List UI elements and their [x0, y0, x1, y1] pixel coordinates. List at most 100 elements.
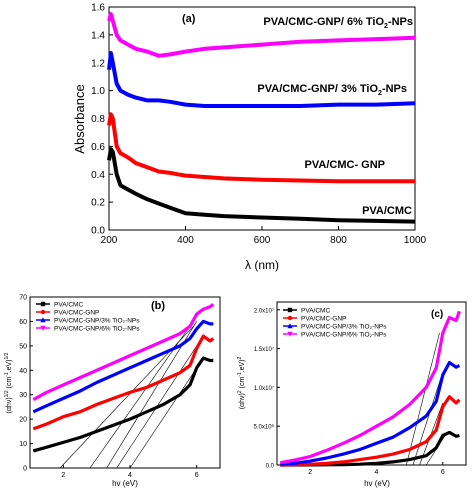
chart-c-legend-marker: [287, 331, 293, 337]
chart-c-y-tick-label: 2.0x10⁷: [254, 307, 274, 314]
chart-b-y-tick-label: 40: [19, 368, 27, 375]
chart-b-x-axis-label: hv (eV): [112, 479, 138, 488]
chart-c-legend-entry: PVA/CMC: [283, 308, 330, 315]
chart-b-x-tick-label: 2: [61, 472, 65, 479]
chart-c-x-tick-label: 6: [441, 469, 445, 476]
chart-c-y-tick-label: 5.0x10⁶: [254, 424, 275, 431]
chart-b-y-tick-label: 60: [19, 319, 27, 326]
chart-b-series-line-pva-cmc-gnp-3-tio2-nps: [32, 319, 214, 414]
chart-a-y-tick-label: 0.4: [91, 170, 105, 181]
chart-a-y-tick-label: 1.2: [91, 58, 105, 69]
chart-a-y-tick-label: 0.0: [91, 226, 105, 237]
chart-c-series-pva-cmc-gnp: [280, 395, 461, 467]
chart-c-series-line-pva-cmc-gnp-3-tio2-nps: [280, 360, 461, 466]
chart-c: 2 4 6 0.0 5.0x10⁶ 1.0x10⁷ 1.5x10⁷ 2.0x10⁷ PVA/C…: [237, 301, 467, 488]
chart-a-y-tick-label: 1.6: [91, 3, 105, 14]
chart-c-legend-entry: PVA/CMC-GNP/3% TiO₂-NPs: [283, 323, 387, 331]
chart-a-series-label-pva-cmc-gnp: PVA/CMC- GNP: [305, 159, 385, 171]
chart-c-legend-label: PVA/CMC: [301, 308, 330, 315]
chart-a-series-label-pva-cmc: PVA/CMC: [362, 205, 412, 217]
chart-a-y-tick-label: 0.2: [91, 198, 105, 209]
chart-b-legend-marker: [40, 301, 46, 307]
chart-c-series-pva-cmc-gnp-6-tio2-nps: [280, 310, 461, 465]
chart-a-x-tick-label: 600: [254, 235, 271, 246]
chart-b-y-tick-label: 0: [23, 466, 27, 473]
chart-b-legend-marker: [40, 317, 46, 323]
chart-b-y-tick-label: 30: [19, 392, 27, 399]
chart-b-legend-entry: PVA/CMC-GNP/6% TiO₂-NPs: [36, 326, 140, 333]
chart-a-series-line-pva-cmc: [107, 147, 416, 224]
chart-c-legend-marker: [287, 315, 293, 321]
chart-b-series-line-pva-cmc: [32, 356, 214, 453]
chart-b-series-pva-cmc-gnp-6-tio2-nps: [32, 303, 215, 402]
chart-a-x-axis-label: λ (nm): [245, 258, 279, 272]
chart-b-y-axis-label: (αhν)1/2 (cm-1.eV)1/2: [4, 352, 13, 413]
chart-b-legend-label: PVA/CMC-GNP/3% TiO₂-NPs: [54, 318, 140, 325]
chart-c-panel-label: (c): [431, 309, 443, 320]
chart-c-legend-marker: [287, 323, 293, 329]
chart-b-tangent-line: [129, 357, 204, 469]
chart-a-y-tick-label: 1.4: [91, 30, 105, 41]
chart-b-x-tick-label: 4: [128, 472, 132, 479]
chart-a-y-axis-label: Absorbance: [72, 84, 87, 153]
chart-c-series-line-pva-cmc-gnp-6-tio2-nps: [280, 310, 461, 465]
chart-a-x-tick-label: 200: [101, 235, 118, 246]
chart-b-tangent-line: [89, 316, 197, 469]
chart-b-y-tick-label: 20: [19, 417, 27, 424]
chart-c-x-tick-label: 2: [308, 469, 312, 476]
chart-c-y-tick-label: 1.0x10⁷: [254, 385, 274, 392]
chart-a-panel-label: (a): [182, 13, 196, 25]
chart-b-panel-label: (b): [151, 300, 165, 312]
chart-b-series-pva-cmc-gnp: [32, 334, 215, 431]
chart-b-series-pva-cmc: [32, 356, 214, 453]
chart-c-y-tick-label: 0.0: [266, 464, 275, 470]
chart-b-y-tick-label: 70: [19, 295, 27, 302]
chart-b-legend-marker: [40, 309, 46, 315]
chart-a-x-tick-label: 1000: [404, 235, 427, 246]
chart-c-tangent-line: [412, 371, 444, 466]
chart-a-y-tick-label: 0.8: [91, 114, 105, 125]
chart-c-legend-marker: [287, 307, 293, 313]
chart-a-y-tick-label: 0.6: [91, 142, 105, 153]
chart-c-y-axis-label: (αhν)2 (cm-1.eV)2: [237, 356, 246, 409]
chart-c-x-tick-label: 4: [375, 469, 379, 476]
chart-c-series-line-pva-cmc-gnp: [280, 395, 461, 467]
chart-b-legend-label: PVA/CMC: [54, 302, 83, 309]
chart-b-tangent-line: [116, 340, 201, 469]
chart-b-plot-frame: [29, 296, 221, 469]
chart-b-legend-marker: [40, 325, 46, 331]
chart-b-series-line-pva-cmc-gnp-6-tio2-nps: [32, 303, 215, 402]
chart-b-y-tick-label: 50: [19, 343, 27, 350]
chart-a-series-line-pva-cmc-gnp-3-tio2-nps: [107, 51, 416, 108]
chart-c-y-tick-label: 1.5x10⁷: [254, 346, 274, 353]
chart-c-series-pva-cmc-gnp-3-tio2-nps: [280, 360, 461, 466]
chart-b-legend-entry: PVA/CMC: [36, 302, 83, 309]
chart-b-legend-label: PVA/CMC-GNP/6% TiO₂-NPs: [54, 326, 140, 333]
svg-text:(αhν)2 (cm-1.eV)2: (αhν)2 (cm-1.eV)2: [237, 356, 246, 409]
chart-a-series-label-pva-cmc-gnp-6-tio2-nps: PVA/CMC-GNP/ 6% TiO2-NPs: [263, 16, 413, 30]
chart-b-series-pva-cmc-gnp-3-tio2-nps: [32, 319, 214, 414]
chart-b-x-tick-label: 6: [195, 472, 199, 479]
chart-c-legend-entry: PVA/CMC-GNP/6% TiO₂-NPs: [283, 332, 387, 339]
chart-a-series-line-pva-cmc-gnp: [107, 112, 415, 184]
chart-a-series-line-pva-cmc-gnp-6-tio2-nps: [107, 12, 416, 58]
chart-b-legend-entry: PVA/CMC-GNP/3% TiO₂-NPs: [36, 317, 140, 325]
chart-a-y-tick-label: 1.0: [91, 86, 105, 97]
chart-b-legend-entry: PVA/CMC-GNP: [36, 310, 99, 317]
chart-a-x-tick-label: 800: [330, 235, 347, 246]
chart-a: 200 400 600 800 1000 0.0 0.2 0.4 0.6 0.8 1.0 1.2 1.4…: [72, 3, 427, 273]
chart-c-tangent-line: [406, 332, 440, 466]
chart-a-series-label-pva-cmc-gnp-3-tio2-nps: PVA/CMC-GNP/ 3% TiO2-NPs: [257, 83, 407, 97]
chart-c-legend-label: PVA/CMC-GNP: [301, 316, 346, 323]
chart-c-x-axis-label: hv (eV): [364, 479, 390, 488]
chart-b-series-line-pva-cmc-gnp: [32, 334, 215, 431]
chart-c-legend-entry: PVA/CMC-GNP: [283, 316, 346, 323]
chart-b-legend-label: PVA/CMC-GNP: [54, 310, 99, 317]
svg-text:(αhν)1/2 (cm-1.eV)1/2: (αhν)1/2 (cm-1.eV)1/2: [4, 352, 13, 413]
chart-b-y-tick-label: 10: [19, 441, 27, 448]
chart-c-legend-label: PVA/CMC-GNP/3% TiO₂-NPs: [301, 324, 387, 331]
chart-a-x-tick-label: 400: [177, 235, 194, 246]
chart-c-legend-label: PVA/CMC-GNP/6% TiO₂-NPs: [301, 332, 387, 339]
